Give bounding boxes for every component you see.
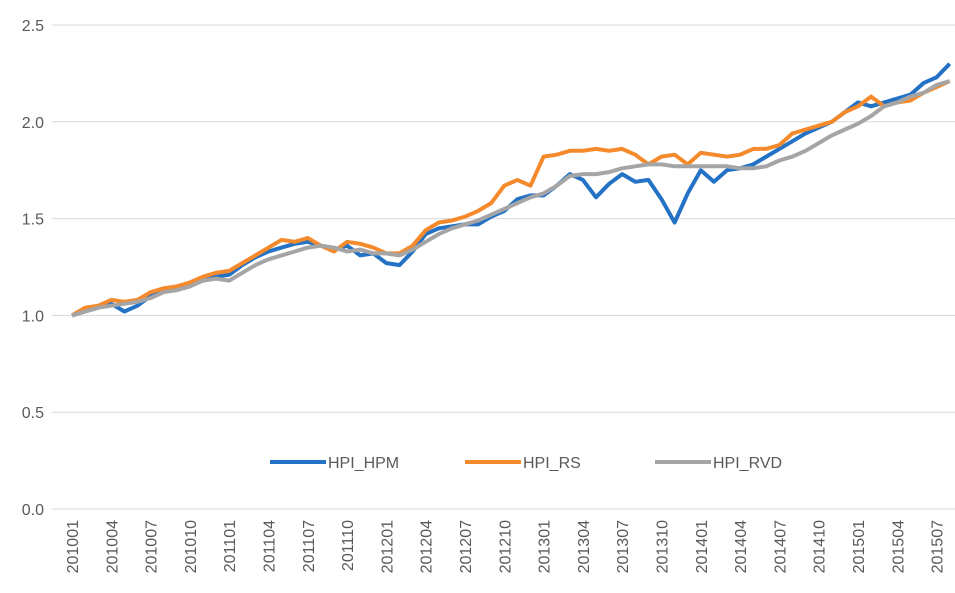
y-tick-label: 0.5 <box>22 405 44 422</box>
y-tick-label: 2.0 <box>22 115 44 132</box>
x-tick-label: 201107 <box>301 520 318 572</box>
x-tick-label: 201404 <box>733 520 750 573</box>
x-tick-label: 201204 <box>419 520 436 573</box>
x-tick-label: 201501 <box>851 520 868 573</box>
x-tick-label: 201007 <box>144 520 161 573</box>
x-tick-label: 201101 <box>222 520 239 572</box>
line-series <box>71 79 951 318</box>
legend-label: HPI_RVD <box>713 455 782 472</box>
x-tick-label: 201304 <box>576 520 593 573</box>
legend-label: HPI_RS <box>523 455 581 472</box>
x-tick-label: 201310 <box>655 520 672 573</box>
x-tick-label: 201504 <box>890 520 907 573</box>
legend-label: HPI_HPM <box>328 455 399 472</box>
y-tick-label: 1.0 <box>22 308 44 325</box>
y-tick-label: 2.5 <box>22 18 44 35</box>
x-tick-label: 201301 <box>537 520 554 573</box>
x-tick-label: 201207 <box>458 520 475 573</box>
x-tick-label: 201507 <box>930 520 947 573</box>
line-series <box>70 79 951 318</box>
x-tick-label: 201004 <box>104 520 121 573</box>
y-tick-label: 0.0 <box>22 502 44 519</box>
x-tick-label: 201407 <box>772 520 789 573</box>
x-tick-label: 201410 <box>812 520 829 573</box>
x-tick-label: 201201 <box>379 520 396 573</box>
x-tick-label: 201210 <box>497 520 514 573</box>
y-tick-label: 1.5 <box>22 212 44 229</box>
x-tick-label: 201001 <box>65 520 82 573</box>
x-tick-label: 201401 <box>694 520 711 573</box>
x-tick-label: 201110 <box>340 520 357 571</box>
x-tick-label: 201307 <box>615 520 632 573</box>
x-tick-label: 201010 <box>183 520 200 573</box>
x-tick-label: 201104 <box>262 520 279 572</box>
